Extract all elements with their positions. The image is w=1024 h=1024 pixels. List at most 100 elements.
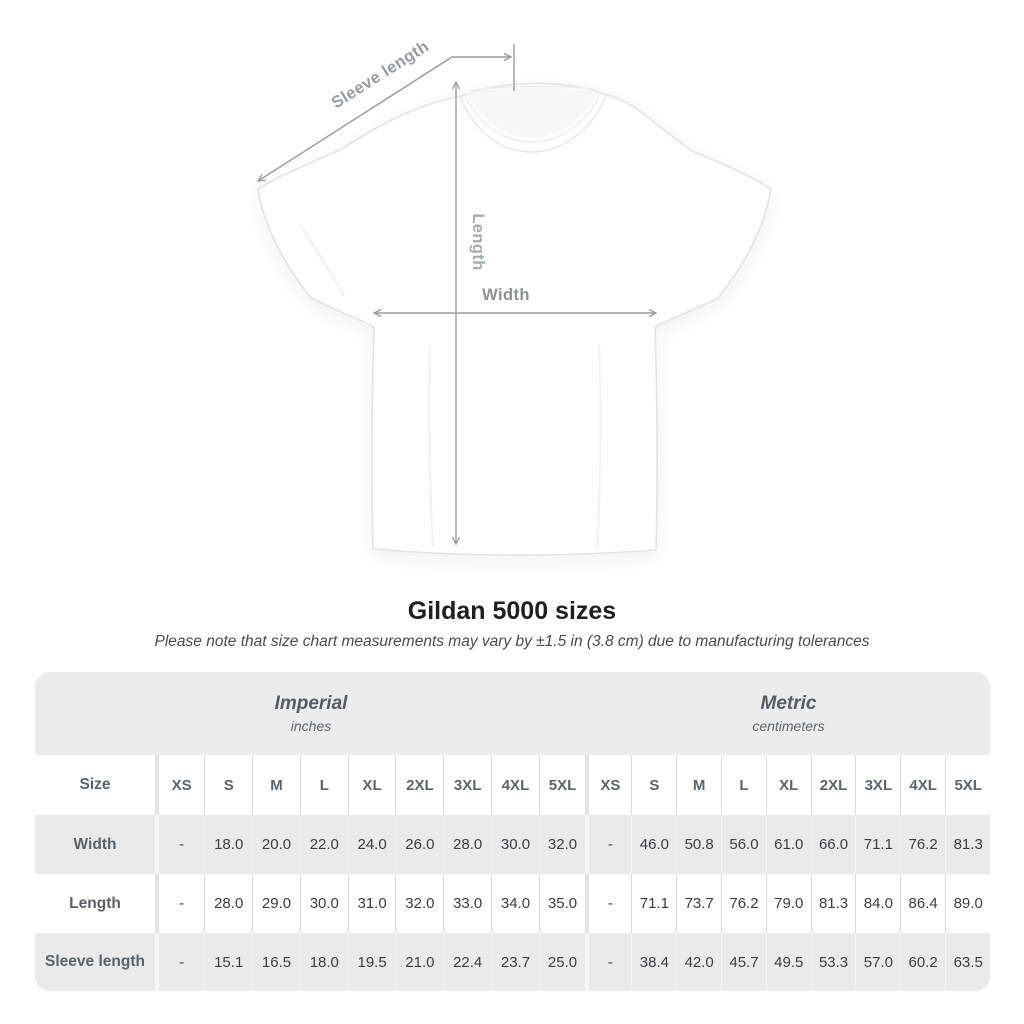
value-cell: 33.0 bbox=[443, 874, 492, 933]
value-cell: 25.0 bbox=[538, 933, 588, 991]
value-cell: 57.0 bbox=[855, 933, 901, 991]
fold-line bbox=[299, 224, 345, 297]
row-label: Length bbox=[69, 894, 121, 912]
tshirt-silhouette bbox=[257, 82, 772, 556]
value-cell: 19.5 bbox=[347, 933, 396, 991]
value-cell: 49.5 bbox=[765, 933, 812, 991]
value-cell: 26.0 bbox=[395, 815, 444, 874]
value-cell: 79.0 bbox=[765, 874, 812, 933]
value-cell: 20.0 bbox=[252, 815, 301, 874]
value-cell: 50.8 bbox=[676, 815, 722, 874]
row-label: Width bbox=[73, 835, 117, 853]
width-label: Width bbox=[482, 286, 530, 304]
metric-label: Metric bbox=[760, 693, 817, 714]
tshirt-diagram: Sleeve length Length Width bbox=[256, 37, 772, 556]
table-row: Width -18.0 20.0 22.0 24.0 26.0 28.0 30.0 32.0-4… bbox=[35, 815, 990, 874]
value-cell: 53.3 bbox=[810, 933, 856, 991]
value-cell: 16.5 bbox=[252, 933, 301, 991]
value-cell: 29.0 bbox=[252, 874, 301, 933]
value-cell: - bbox=[155, 815, 205, 874]
value-cell: 45.7 bbox=[721, 933, 767, 991]
value-cell: 35.0 bbox=[538, 874, 588, 933]
value-cell: 71.1 bbox=[855, 815, 901, 874]
size-header-cell: S bbox=[631, 755, 677, 815]
value-cell: 30.0 bbox=[491, 815, 540, 874]
size-header-cell: 3XL bbox=[855, 755, 901, 815]
size-column-header: Size bbox=[79, 776, 111, 793]
value-cell: 18.0 bbox=[204, 815, 253, 874]
fold-line bbox=[596, 344, 602, 547]
size-header-cell: M bbox=[252, 755, 301, 815]
metric-group-header: Metric centimeters bbox=[587, 672, 990, 755]
fold-line bbox=[428, 344, 434, 547]
size-header-cell: 2XL bbox=[395, 755, 444, 815]
value-cell: 24.0 bbox=[347, 815, 396, 874]
size-header-cell: XS bbox=[155, 755, 205, 815]
value-cell: 28.0 bbox=[204, 874, 253, 933]
page-subtitle: Please note that size chart measurements… bbox=[154, 633, 870, 650]
size-header-cell: 4XL bbox=[900, 755, 946, 815]
value-cell: 34.0 bbox=[491, 874, 540, 933]
value-cell: 60.2 bbox=[900, 933, 946, 991]
value-cell: 89.0 bbox=[945, 874, 990, 933]
measurement-lines bbox=[256, 44, 658, 546]
size-header-cell: S bbox=[204, 755, 253, 815]
size-header-cell: XL bbox=[347, 755, 396, 815]
value-cell: - bbox=[155, 874, 205, 933]
value-cell: 61.0 bbox=[765, 815, 812, 874]
size-header-cell: XL bbox=[765, 755, 812, 815]
table-row: Size XS S M L XL 2XL 3XL 4XL 5XL XS S M L XL 2XL 3XL 4XL 5… bbox=[35, 755, 990, 815]
value-cell: 32.0 bbox=[538, 815, 588, 874]
value-cell: 32.0 bbox=[395, 874, 444, 933]
value-cell: 15.1 bbox=[204, 933, 253, 991]
page-title: Gildan 5000 sizes bbox=[407, 597, 617, 625]
size-header-cell: 3XL bbox=[443, 755, 492, 815]
imperial-label: Imperial bbox=[274, 693, 348, 714]
sleeve-length-label: Sleeve length bbox=[328, 37, 432, 112]
value-cell: - bbox=[155, 933, 205, 991]
metric-sublabel: centimeters bbox=[752, 718, 825, 734]
size-table: Size XS S M L XL 2XL 3XL 4XL 5XL XS S M L XL 2XL 3XL 4XL 5… bbox=[35, 755, 990, 991]
value-cell: - bbox=[585, 874, 632, 933]
size-header-cell: XS bbox=[585, 755, 632, 815]
size-header-cell: 4XL bbox=[491, 755, 540, 815]
tshirt-illustration bbox=[257, 82, 772, 556]
value-cell: - bbox=[585, 815, 632, 874]
value-cell: 18.0 bbox=[299, 933, 349, 991]
length-label: Length bbox=[469, 213, 487, 270]
table-row: Length -28.0 29.0 30.0 31.0 32.0 33.0 34.0 35.0-… bbox=[35, 874, 990, 933]
size-header-cell: L bbox=[299, 755, 349, 815]
sleeve-measure-line bbox=[256, 52, 513, 182]
row-label: Sleeve length bbox=[45, 953, 145, 970]
size-header-cell: L bbox=[721, 755, 767, 815]
value-cell: 84.0 bbox=[855, 874, 901, 933]
value-cell: 86.4 bbox=[900, 874, 946, 933]
value-cell: 30.0 bbox=[299, 874, 349, 933]
value-cell: 28.0 bbox=[443, 815, 492, 874]
value-cell: 31.0 bbox=[347, 874, 396, 933]
value-cell: 42.0 bbox=[676, 933, 722, 991]
size-header-cell: M bbox=[676, 755, 722, 815]
value-cell: 21.0 bbox=[395, 933, 444, 991]
value-cell: 81.3 bbox=[810, 874, 856, 933]
imperial-sublabel: inches bbox=[290, 718, 332, 734]
value-cell: 81.3 bbox=[945, 815, 990, 874]
value-cell: 38.4 bbox=[631, 933, 677, 991]
size-table-card: Imperial inches Metric centimeters Size X… bbox=[35, 672, 990, 991]
value-cell: 76.2 bbox=[721, 874, 767, 933]
value-cell: 63.5 bbox=[945, 933, 990, 991]
value-cell: 46.0 bbox=[631, 815, 677, 874]
size-header-cell: 5XL bbox=[945, 755, 990, 815]
units-group-header: Imperial inches Metric centimeters bbox=[35, 672, 990, 755]
value-cell: 76.2 bbox=[900, 815, 946, 874]
value-cell: 23.7 bbox=[491, 933, 540, 991]
imperial-group-header: Imperial inches bbox=[35, 672, 587, 755]
value-cell: 71.1 bbox=[631, 874, 677, 933]
value-cell: 22.0 bbox=[299, 815, 349, 874]
value-cell: 56.0 bbox=[721, 815, 767, 874]
size-header-cell: 5XL bbox=[538, 755, 588, 815]
value-cell: 22.4 bbox=[443, 933, 492, 991]
value-cell: 66.0 bbox=[810, 815, 856, 874]
value-cell: - bbox=[585, 933, 632, 991]
